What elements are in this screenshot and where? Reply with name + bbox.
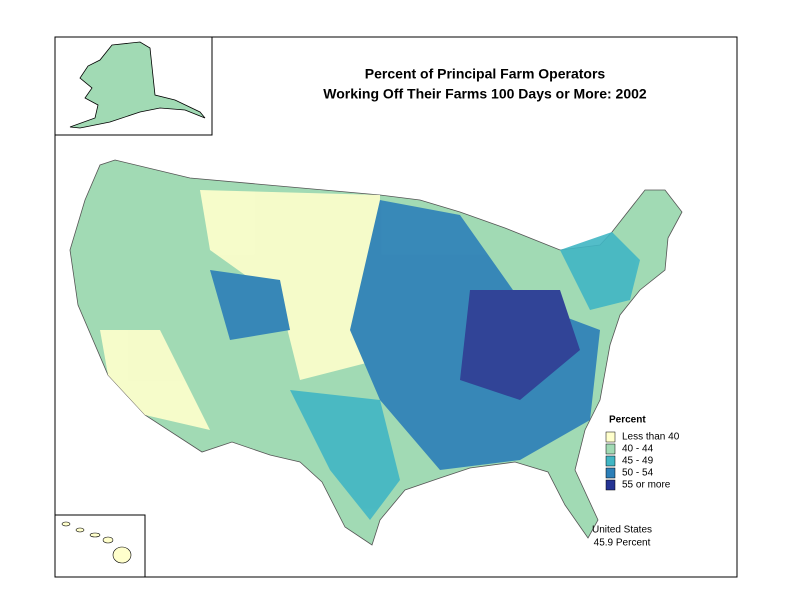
alaska-inset	[54, 36, 213, 136]
legend-label: 55 or more	[622, 480, 671, 491]
note: United States	[592, 525, 652, 536]
hawaii-inset	[54, 514, 146, 578]
legend-label: 40 - 44	[622, 444, 654, 455]
alaska-shape	[69, 41, 206, 129]
legend-swatch	[605, 455, 616, 467]
legend-label: Less than 40	[622, 432, 680, 443]
legend-title: Percent	[609, 415, 646, 426]
map-regions	[100, 190, 640, 520]
title-line: Percent of Principal Farm Operators	[365, 66, 606, 82]
frame	[54, 36, 738, 578]
legend-swatch	[605, 467, 616, 479]
legend-swatch	[605, 443, 616, 455]
legend-swatch	[605, 431, 616, 443]
title-line: Working Off Their Farms 100 Days or More…	[323, 86, 647, 102]
legend-label: 50 - 54	[622, 468, 654, 479]
hawaii-islands	[61, 521, 132, 564]
legend-label: 45 - 49	[622, 456, 654, 467]
legend-swatch	[605, 479, 616, 491]
note: 45.9 Percent	[594, 538, 651, 549]
